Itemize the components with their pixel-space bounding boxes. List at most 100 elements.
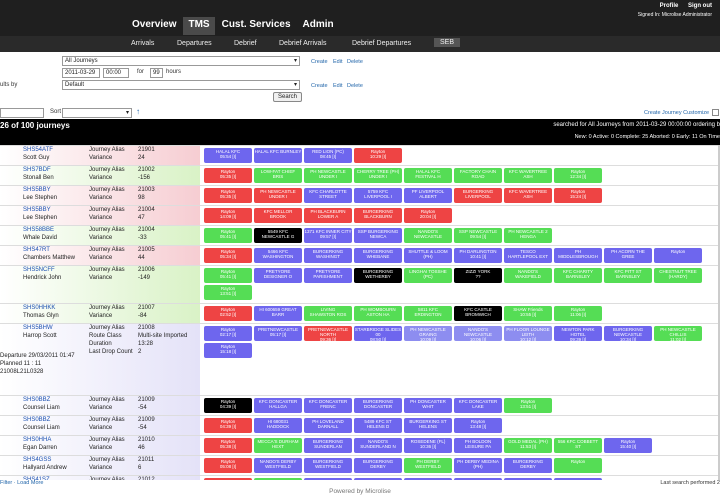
vehicle-id[interactable]: SHS58BBE xyxy=(23,227,55,233)
vehicle-id[interactable]: SHS7BDF xyxy=(23,167,51,173)
scrollbar[interactable] xyxy=(718,145,720,480)
stop-block[interactable]: PRETYORE PARISHMENT xyxy=(304,268,352,283)
arrow-up-icon[interactable]: ↑ xyxy=(136,107,140,116)
stop-block[interactable]: NANDO'S DERBY WESTFIELD xyxy=(254,458,302,473)
stop-block[interactable]: KFC PITT ST BARNSLEY xyxy=(604,268,652,283)
stop-block[interactable]: PH ACORN THE GREE xyxy=(604,248,652,263)
stop-block[interactable]: LIVING SHAWSTON ROS xyxy=(304,306,352,321)
stop-block[interactable]: PRETNEWCASTLE 05:17 [I] xyxy=(254,326,302,341)
subnav-arrivals[interactable]: Arrivals xyxy=(131,40,155,47)
stop-block[interactable]: TESCO MORHEADBURTON xyxy=(304,478,352,480)
stop-block[interactable]: BURGERKING DERBY xyxy=(354,458,402,473)
stop-block[interactable]: Rayton 11:06 [I] xyxy=(554,306,602,321)
stop-block[interactable]: KFC DONCASTER LAKE xyxy=(454,398,502,413)
vehicle-id[interactable]: SHS54ATF xyxy=(23,147,53,153)
stop-block[interactable]: 5466 KFC WASHINGTON xyxy=(254,248,302,263)
footer-links[interactable]: Filter · Load More xyxy=(0,480,44,486)
edit-link-2[interactable]: Edit xyxy=(333,83,343,89)
stop-block[interactable]: KFC CHARLOTTE STREET xyxy=(304,188,352,203)
subnav-debrief-departures[interactable]: Debrief Departures xyxy=(352,40,412,47)
stop-block[interactable]: RED LION (PC) 08:45 [I] xyxy=(304,148,352,163)
nav-admin[interactable]: Admin xyxy=(302,19,334,30)
stop-block[interactable]: NANDO'S WAKEFIELD xyxy=(504,268,552,283)
subnav-seb[interactable]: SEB xyxy=(434,38,461,47)
stop-block[interactable]: PH WOMBOURN ASTON HA xyxy=(354,306,402,321)
stop-block[interactable]: GOLD MEDAL (PH) 11:53 [I] xyxy=(504,438,552,453)
stop-block[interactable]: BURGERKING WHEBANE xyxy=(354,248,402,263)
stop-block[interactable]: BURGERKING NEWCASTLE 10:34 [I] xyxy=(604,326,652,341)
stop-block[interactable]: Rayton xyxy=(204,478,252,480)
stop-block[interactable]: BURGERKING BLACKBURN xyxy=(354,208,402,223)
stop-block[interactable]: 3163 KFCDERBY xyxy=(254,478,302,480)
stop-block[interactable]: CHESTNUT TREE (HARDY) xyxy=(654,268,702,283)
journey-row[interactable]: SHS58BBE Whale David Journey Alias 21004 Var… xyxy=(0,225,720,245)
stop-block[interactable]: HALAL KFC 05:54 [I] xyxy=(204,148,252,163)
edit-link[interactable]: Edit xyxy=(333,59,343,65)
stop-block[interactable]: Rayton xyxy=(654,248,702,263)
stop-block[interactable]: Rayton 05:35 [I] xyxy=(204,188,252,203)
journey-row[interactable]: SHS4GSS Hallyard Andrew Journey Alias 21011… xyxy=(0,455,720,475)
journey-row[interactable]: SHS0HHKK Thomas Glyn Journey Alias 21007 Var… xyxy=(0,303,720,323)
vehicle-id[interactable]: SHS0BBZ xyxy=(23,417,51,423)
vehicle-id[interactable]: SHS5NCFF xyxy=(23,267,55,273)
results-by-select[interactable]: Default ▾ xyxy=(62,80,300,90)
stop-block[interactable]: HI 680031 HADDOCK xyxy=(254,418,302,433)
stop-block[interactable]: PRETNEWCASTLE NORTH 09:36 [I] xyxy=(304,326,352,341)
stop-block[interactable]: Rayton 12:34 [I] xyxy=(554,168,602,183)
stop-block[interactable]: BURGERKING DERBY xyxy=(504,458,552,473)
stop-block[interactable]: Rayton 13:51 [I] xyxy=(204,285,252,300)
stop-block[interactable]: Rayton xyxy=(554,458,602,473)
stop-block[interactable]: KFC CASTLE BROMWICH xyxy=(454,306,502,321)
customize-checkbox[interactable] xyxy=(712,109,719,116)
stop-block[interactable]: 556 KFC COBBETT ST xyxy=(554,438,602,453)
vehicle-id[interactable]: SHS5BHW xyxy=(23,325,53,331)
stop-block[interactable]: Rayton 14:09 [I] xyxy=(204,208,252,223)
stop-block[interactable]: KFC WAVERTREE ASH xyxy=(504,188,552,203)
vehicle-id[interactable]: SHS47RT xyxy=(23,247,50,253)
customize-link[interactable]: Create Journey Customize xyxy=(644,110,710,116)
vehicle-id[interactable]: SHS4GSS xyxy=(23,457,52,463)
profile-link[interactable]: Profile xyxy=(659,3,679,9)
stop-block[interactable]: NANDO'S NEWCASTLE xyxy=(404,228,452,243)
stop-block[interactable]: PH NEWCASTLE GRAING 10:09 [I] xyxy=(404,326,452,341)
hours-field[interactable]: 99 xyxy=(150,68,163,78)
stop-block[interactable]: Rayton 02:52 [I] xyxy=(204,306,252,321)
search-button[interactable]: Search xyxy=(273,92,303,102)
stop-block[interactable]: 5489 KFC ST HELENS D xyxy=(354,418,402,433)
stop-block[interactable]: BURGERKING DONCASTER xyxy=(354,398,402,413)
stop-block[interactable]: PH DERBY MEDINA (PH) xyxy=(454,458,502,473)
journey-row[interactable]: SHS0HHA Egan Darren Journey Alias 21010 Vari… xyxy=(0,435,720,455)
stop-block[interactable]: PH NEWCASTLE UNDER I xyxy=(254,188,302,203)
stop-block[interactable]: PH LOVELAND DARNALL xyxy=(304,418,352,433)
journey-row[interactable]: SHS0BBZ Counsel Liam Journey Alias 21009 Var… xyxy=(0,415,720,435)
sign-out-link[interactable]: Sign out xyxy=(688,3,712,9)
stop-block[interactable]: BURGERKING ST HELENS xyxy=(404,418,452,433)
subnav-debrief[interactable]: Debrief xyxy=(234,40,257,47)
stop-block[interactable]: PH NEWCASTLE UNDER I xyxy=(304,168,352,183)
stop-block[interactable]: BURGERKING WESTFIELD xyxy=(304,458,352,473)
vehicle-id[interactable]: SHS0BBZ xyxy=(23,397,51,403)
sort-select[interactable]: ▾ xyxy=(62,108,132,118)
stop-block[interactable]: LINGHAI TOSSHE (PC) xyxy=(404,268,452,283)
nav-overview[interactable]: Overview xyxy=(132,19,177,30)
stop-block[interactable]: TESCO WREXHAM xyxy=(454,478,502,480)
journey-row[interactable]: SHS41SZSmith YulJourney Alias21012Varian… xyxy=(0,475,720,480)
stop-block[interactable]: PH BOLDON LEISURE PA xyxy=(454,438,502,453)
stop-block[interactable]: HALAL KFC FESTIVAL H xyxy=(404,168,452,183)
journey-row[interactable]: SHS5BHW Harrop Scott Journey Alias 21008 Rou… xyxy=(0,323,720,395)
journey-select[interactable]: All Journeys ▾ xyxy=(62,56,300,66)
stop-block[interactable]: 5549 KFC NEWCASTLE G xyxy=(254,228,302,243)
stop-block[interactable]: 556 KFC CHESTERBOUR xyxy=(504,478,552,480)
stop-block[interactable]: Rayton 13:51 [I] xyxy=(504,398,552,413)
stop-block[interactable]: SSP BURGERKING NEWCA xyxy=(354,228,402,243)
stop-block[interactable]: BURGERKING WASHINGT xyxy=(304,248,352,263)
stop-block[interactable]: KFC DONCASTER HALLGA xyxy=(254,398,302,413)
stop-block[interactable]: KFC WAVERTREE ASH xyxy=(504,168,552,183)
create-link-2[interactable]: Create xyxy=(311,83,328,89)
stop-block[interactable]: PH DONCASTER WHIT xyxy=(404,398,452,413)
stop-block[interactable]: ROSEDENE (FL) 10:36 [I] xyxy=(404,438,452,453)
vehicle-id[interactable]: SHS0HHKK xyxy=(23,305,56,311)
stop-block[interactable]: PF LIVERPOOL ALBERT xyxy=(404,188,452,203)
stop-block[interactable]: PH NEWCASTLE CHILLIS 11:02 [I] xyxy=(654,326,702,341)
stop-block[interactable]: FACTORY CHAIN ROAD xyxy=(454,168,502,183)
